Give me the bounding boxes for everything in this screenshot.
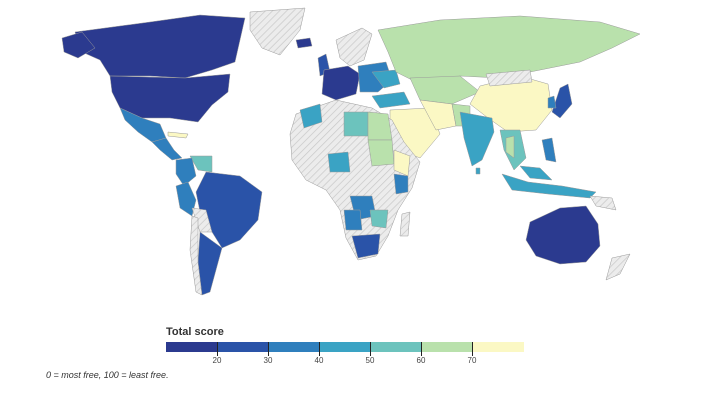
legend-tick [472, 342, 473, 356]
cuba [167, 131, 189, 139]
thailand [505, 135, 515, 159]
greenland [249, 7, 306, 56]
colombia [175, 157, 197, 187]
legend-tick-label: 30 [263, 356, 273, 365]
legend-seg-0 [166, 342, 218, 352]
turkey [371, 91, 411, 109]
south-korea [547, 95, 557, 109]
malaysia [519, 165, 553, 181]
legend-tick-label: 70 [467, 356, 477, 365]
alaska [61, 31, 96, 59]
legend-seg-5 [421, 342, 473, 352]
legend-color-bar [166, 342, 524, 352]
russia [377, 15, 641, 85]
scale-note: 0 = most free, 100 = least free. [46, 370, 169, 380]
legend-tick-label: 20 [212, 356, 222, 365]
canada [74, 14, 246, 79]
india [459, 111, 495, 167]
angola [343, 209, 363, 231]
legend-tick [370, 342, 371, 356]
egypt [367, 111, 393, 141]
south-africa [351, 233, 381, 259]
australia [525, 205, 601, 265]
ukraine [371, 69, 401, 89]
central-america [151, 137, 183, 161]
world-choropleth-map [61, 7, 641, 296]
legend-tick [421, 342, 422, 356]
papua-new-guinea [589, 195, 617, 211]
western-europe [321, 65, 361, 101]
legend-tick [319, 342, 320, 356]
legend-seg-2 [268, 342, 320, 352]
morocco [299, 103, 323, 129]
legend-ticks: 20 30 40 50 60 70 [166, 342, 524, 366]
legend-tick [268, 342, 269, 356]
legend-seg-3 [319, 342, 371, 352]
kazakhstan [409, 75, 481, 105]
madagascar [399, 211, 411, 237]
legend-seg-1 [217, 342, 269, 352]
legend-seg-6 [472, 342, 524, 352]
sudan [367, 139, 395, 167]
legend-tick-label: 50 [365, 356, 375, 365]
legend-title: Total score [166, 326, 224, 338]
libya [343, 111, 369, 137]
iceland [295, 37, 313, 49]
zambia [369, 209, 389, 229]
kenya [393, 173, 409, 195]
nigeria [327, 151, 351, 173]
mongolia [485, 69, 533, 87]
peru [175, 181, 197, 217]
legend-tick [217, 342, 218, 356]
venezuela [189, 155, 213, 173]
chile [189, 215, 203, 296]
brazil [195, 171, 263, 249]
sri-lanka [475, 167, 481, 175]
philippines [541, 137, 557, 163]
legend-seg-4 [370, 342, 422, 352]
indonesia [501, 173, 597, 199]
new-zealand [605, 253, 631, 281]
united-states [109, 73, 231, 123]
legend-tick-label: 40 [314, 356, 324, 365]
legend-tick-label: 60 [416, 356, 426, 365]
scandinavia [335, 27, 373, 67]
